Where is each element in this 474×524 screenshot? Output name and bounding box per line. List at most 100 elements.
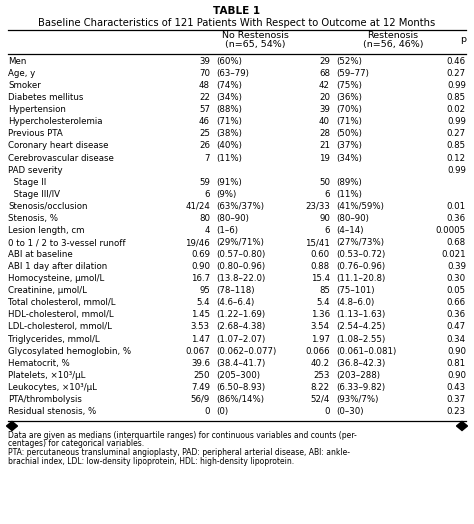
Text: 0.90: 0.90	[447, 371, 466, 380]
Text: 250: 250	[193, 371, 210, 380]
Text: (36.8–42.3): (36.8–42.3)	[336, 358, 385, 368]
Text: (4–14): (4–14)	[336, 226, 364, 235]
Text: (205–300): (205–300)	[216, 371, 260, 380]
Text: 52/4: 52/4	[310, 395, 330, 404]
Text: Smoker: Smoker	[8, 81, 41, 90]
Text: 4: 4	[204, 226, 210, 235]
Text: 0.37: 0.37	[447, 395, 466, 404]
Text: 0.43: 0.43	[447, 383, 466, 392]
Text: (38%): (38%)	[216, 129, 242, 138]
Text: 0.99: 0.99	[447, 166, 466, 174]
Text: (36%): (36%)	[336, 93, 362, 102]
Text: 39: 39	[199, 57, 210, 66]
Text: Stenosis/occlusion: Stenosis/occlusion	[8, 202, 88, 211]
Text: HDL-cholesterol, mmol/L: HDL-cholesterol, mmol/L	[8, 310, 114, 320]
Polygon shape	[456, 421, 467, 431]
Text: LDL-cholesterol, mmol/L: LDL-cholesterol, mmol/L	[8, 322, 112, 332]
Text: 20: 20	[319, 93, 330, 102]
Text: 0.27: 0.27	[447, 129, 466, 138]
Text: 22: 22	[199, 93, 210, 102]
Text: (80–90): (80–90)	[216, 214, 249, 223]
Text: 50: 50	[319, 178, 330, 187]
Text: (6.33–9.82): (6.33–9.82)	[336, 383, 385, 392]
Text: (60%): (60%)	[216, 57, 242, 66]
Text: 0.01: 0.01	[447, 202, 466, 211]
Text: 0.36: 0.36	[447, 214, 466, 223]
Text: (0): (0)	[216, 407, 228, 416]
Text: TABLE 1: TABLE 1	[213, 6, 261, 16]
Text: 57: 57	[199, 105, 210, 114]
Text: (1.08–2.55): (1.08–2.55)	[336, 334, 385, 344]
Text: (75%): (75%)	[336, 81, 362, 90]
Text: 5.4: 5.4	[196, 298, 210, 308]
Text: PTA: percutaneous transluminal angioplasty, PAD: peripheral arterial disease, AB: PTA: percutaneous transluminal angioplas…	[8, 448, 350, 457]
Text: (78–118): (78–118)	[216, 286, 255, 295]
Text: (13.8–22.0): (13.8–22.0)	[216, 274, 265, 283]
Text: 21: 21	[319, 141, 330, 150]
Text: (80–90): (80–90)	[336, 214, 369, 223]
Text: (71%): (71%)	[216, 117, 242, 126]
Text: (86%/14%): (86%/14%)	[216, 395, 264, 404]
Text: (91%): (91%)	[216, 178, 242, 187]
Text: (50%): (50%)	[336, 129, 362, 138]
Text: Men: Men	[8, 57, 27, 66]
Text: 16.7: 16.7	[191, 274, 210, 283]
Text: ABI 1 day after dilation: ABI 1 day after dilation	[8, 262, 107, 271]
Text: 0: 0	[204, 407, 210, 416]
Text: (29%/71%): (29%/71%)	[216, 238, 264, 247]
Text: 95: 95	[199, 286, 210, 295]
Text: 0.021: 0.021	[441, 250, 466, 259]
Text: (41%/59%): (41%/59%)	[336, 202, 384, 211]
Text: (70%): (70%)	[336, 105, 362, 114]
Text: 0.47: 0.47	[447, 322, 466, 332]
Text: (4.6–6.4): (4.6–6.4)	[216, 298, 254, 308]
Text: Cerebrovascular disease: Cerebrovascular disease	[8, 154, 114, 162]
Text: 0.88: 0.88	[311, 262, 330, 271]
Text: 41/24: 41/24	[185, 202, 210, 211]
Text: 0.066: 0.066	[305, 346, 330, 356]
Text: (0.53–0.72): (0.53–0.72)	[336, 250, 385, 259]
Text: 19/46: 19/46	[185, 238, 210, 247]
Text: (40%): (40%)	[216, 141, 242, 150]
Text: 0.90: 0.90	[191, 262, 210, 271]
Text: (9%): (9%)	[216, 190, 236, 199]
Text: (34%): (34%)	[216, 93, 242, 102]
Text: 5.4: 5.4	[316, 298, 330, 308]
Text: 68: 68	[319, 69, 330, 78]
Text: (93%/7%): (93%/7%)	[336, 395, 378, 404]
Text: Platelets, ×10³/μL: Platelets, ×10³/μL	[8, 371, 85, 380]
Text: (52%): (52%)	[336, 57, 362, 66]
Text: 1.97: 1.97	[311, 334, 330, 344]
Text: 1.45: 1.45	[191, 310, 210, 320]
Text: 25: 25	[199, 129, 210, 138]
Text: (0.061–0.081): (0.061–0.081)	[336, 346, 396, 356]
Text: Homocysteine, μmol/L: Homocysteine, μmol/L	[8, 274, 104, 283]
Text: centages) for categorical variables.: centages) for categorical variables.	[8, 440, 144, 449]
Polygon shape	[7, 421, 18, 431]
Text: (4.8–6.0): (4.8–6.0)	[336, 298, 374, 308]
Text: Stenosis, %: Stenosis, %	[8, 214, 58, 223]
Text: 0.85: 0.85	[447, 141, 466, 150]
Text: (203–288): (203–288)	[336, 371, 380, 380]
Text: Triglycerides, mmol/L: Triglycerides, mmol/L	[8, 334, 100, 344]
Text: 28: 28	[319, 129, 330, 138]
Text: No Restenosis: No Restenosis	[221, 31, 289, 40]
Text: 59: 59	[199, 178, 210, 187]
Text: 0 to 1 / 2 to 3-vessel runoff: 0 to 1 / 2 to 3-vessel runoff	[8, 238, 126, 247]
Text: (11.1–20.8): (11.1–20.8)	[336, 274, 385, 283]
Text: 8.22: 8.22	[311, 383, 330, 392]
Text: 0.34: 0.34	[447, 334, 466, 344]
Text: (0–30): (0–30)	[336, 407, 364, 416]
Text: (63%/37%): (63%/37%)	[216, 202, 264, 211]
Text: 26: 26	[199, 141, 210, 150]
Text: Lesion length, cm: Lesion length, cm	[8, 226, 84, 235]
Text: 15.4: 15.4	[311, 274, 330, 283]
Text: (11%): (11%)	[216, 154, 242, 162]
Text: (63–79): (63–79)	[216, 69, 249, 78]
Text: Data are given as medians (interquartile ranges) for continuous variables and co: Data are given as medians (interquartile…	[8, 431, 357, 440]
Text: (n=65, 54%): (n=65, 54%)	[225, 40, 285, 49]
Text: 15/41: 15/41	[305, 238, 330, 247]
Text: Residual stenosis, %: Residual stenosis, %	[8, 407, 96, 416]
Text: (1.07–2.07): (1.07–2.07)	[216, 334, 265, 344]
Text: 0: 0	[325, 407, 330, 416]
